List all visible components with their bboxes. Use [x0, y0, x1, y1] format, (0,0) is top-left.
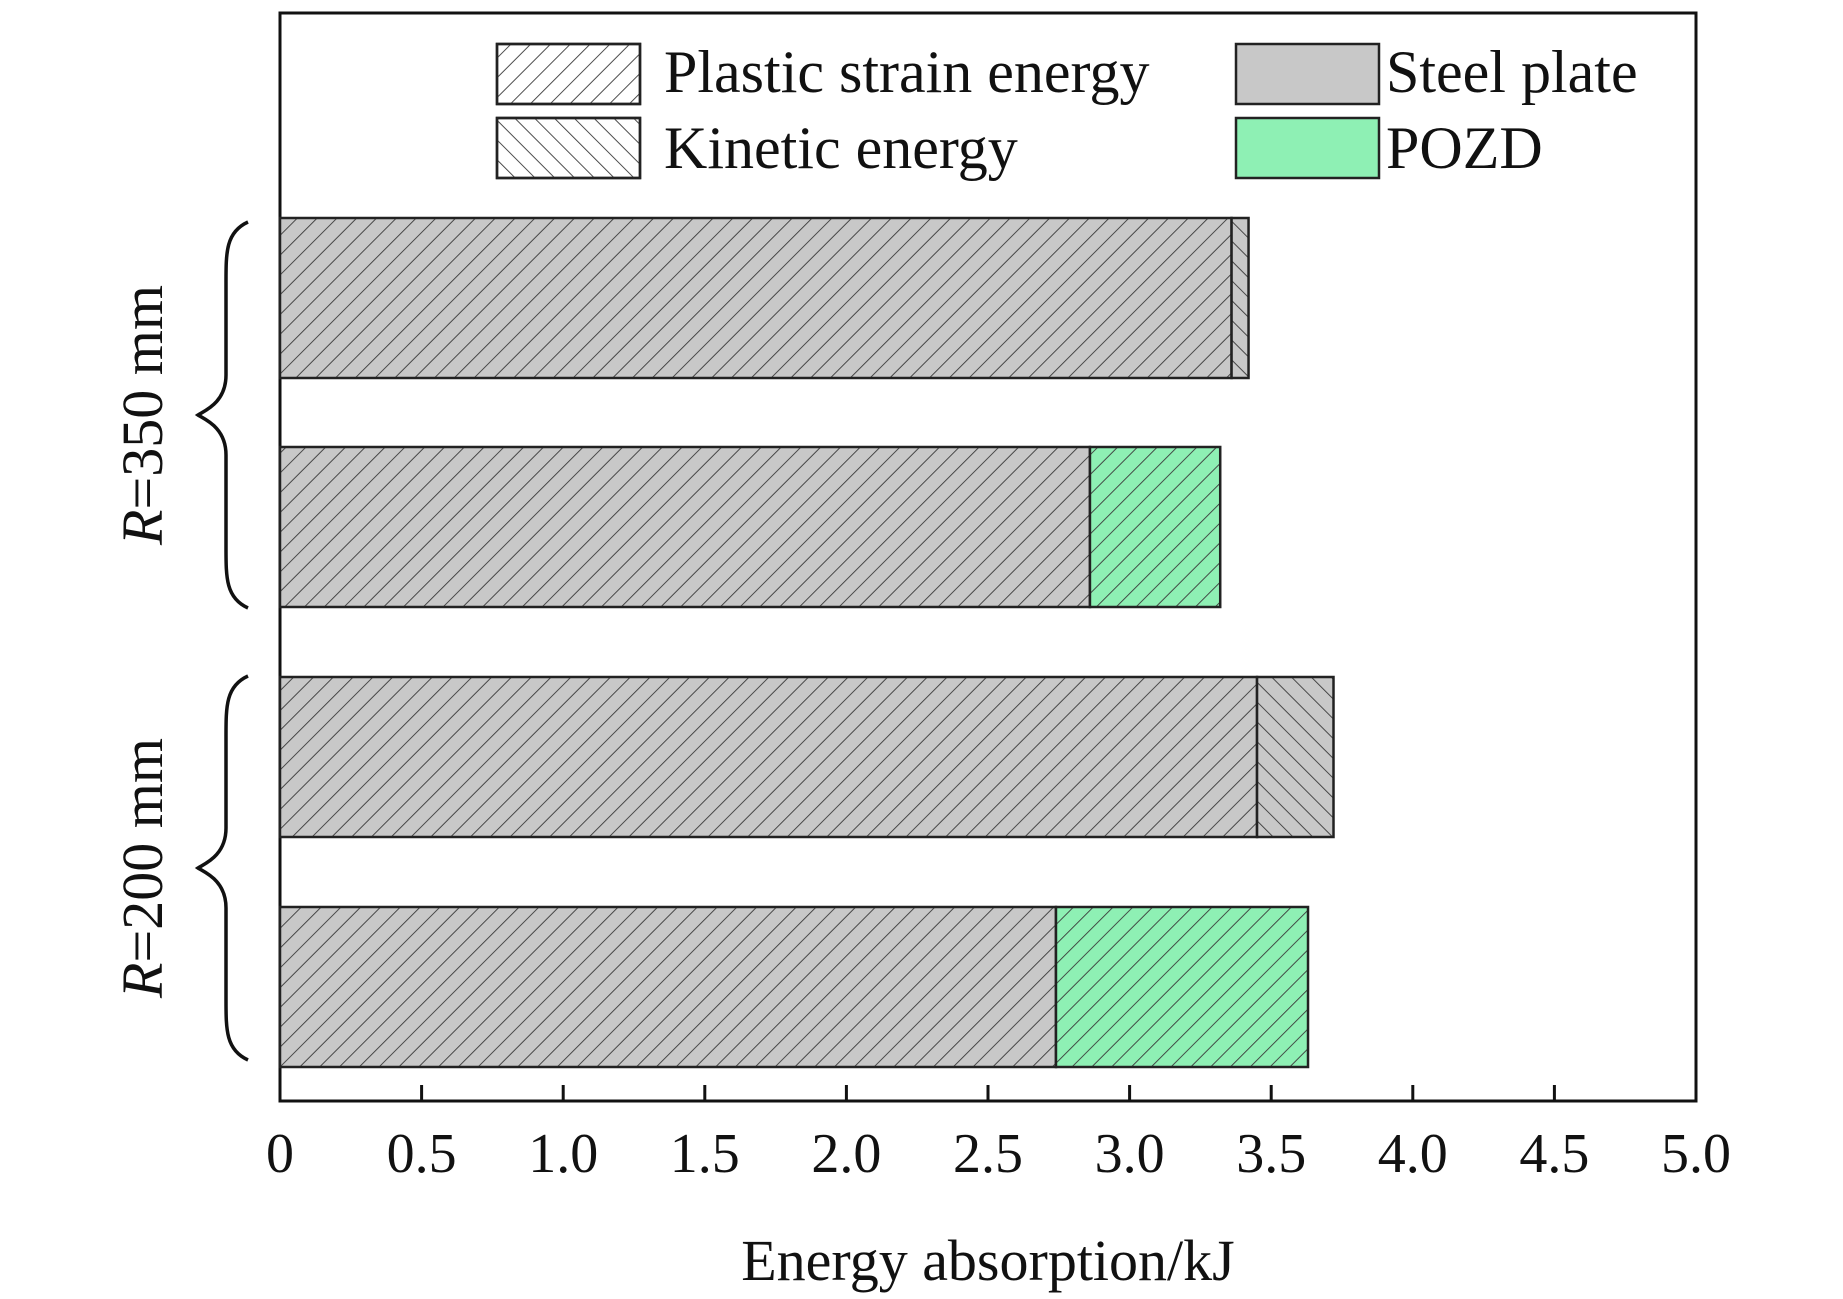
legend: Plastic strain energy Steel plate Kinetic …	[495, 39, 1638, 181]
legend-entry: Steel plate	[1234, 39, 1638, 106]
bar-segment-hatch	[1088, 445, 1222, 609]
legend-entry: Plastic strain energy	[495, 39, 1149, 106]
legend-swatch	[1234, 116, 1381, 180]
group-label: R=200 mm	[110, 674, 249, 1062]
x-tick-label: 2.0	[811, 1123, 881, 1185]
group-label-suffix: =350 mm	[110, 285, 175, 509]
bar-segment	[1088, 445, 1222, 609]
group-label-text: R=350 mm	[110, 285, 175, 546]
bars-layer	[278, 216, 1335, 1069]
legend-swatch-hatch	[495, 42, 642, 106]
bar-segment-hatch	[278, 216, 1233, 380]
legend-swatch-hatch	[495, 116, 642, 180]
x-tick-label: 5.0	[1661, 1123, 1731, 1185]
bar-segment	[1255, 675, 1335, 839]
group-label-suffix: =200 mm	[110, 738, 175, 962]
group-label-text: R=200 mm	[110, 738, 175, 999]
x-tick-label: 1.0	[528, 1123, 598, 1185]
x-axis-title: Energy absorption/kJ	[741, 1228, 1234, 1293]
bar-segment	[278, 675, 1259, 839]
x-tick-label: 0	[266, 1123, 294, 1185]
group-label: R=350 mm	[110, 220, 249, 610]
x-tick-label: 1.5	[670, 1123, 740, 1185]
bar-segment-hatch	[1054, 905, 1310, 1069]
legend-label: Kinetic energy	[664, 115, 1018, 181]
group-label-prefix: R	[110, 963, 175, 999]
bar-segment-hatch	[278, 445, 1092, 609]
x-tick-label: 2.5	[953, 1123, 1023, 1185]
bar-segment-hatch	[1255, 675, 1335, 839]
legend-entry: POZD	[1234, 115, 1543, 181]
bar-segment	[1054, 905, 1310, 1069]
legend-entry: Kinetic energy	[495, 115, 1018, 181]
legend-label: Steel plate	[1386, 39, 1638, 105]
legend-label: Plastic strain energy	[664, 39, 1149, 105]
bar-segment-hatch	[1230, 216, 1250, 380]
bar-segment	[1230, 216, 1250, 380]
x-tick-label: 4.5	[1519, 1123, 1589, 1185]
bar-segment-hatch	[278, 905, 1058, 1069]
x-tick-label: 3.0	[1095, 1123, 1165, 1185]
group-labels: R=350 mmR=200 mm	[110, 220, 249, 1062]
group-label-prefix: R	[110, 510, 175, 546]
group-brace	[194, 220, 249, 610]
x-tick-label: 3.5	[1236, 1123, 1306, 1185]
legend-swatch	[1234, 42, 1381, 106]
bar-segment-hatch	[278, 675, 1259, 839]
x-tick-label: 0.5	[387, 1123, 457, 1185]
group-brace	[194, 674, 249, 1062]
bar-segment	[278, 905, 1058, 1069]
bar-segment	[278, 445, 1092, 609]
x-ticks-layer: 0 0.5 1.0 1.5 2.0 2.5 3.0 3.5 4.0 4.5 5.0	[266, 1085, 1731, 1185]
bar-segment	[278, 216, 1233, 380]
legend-label: POZD	[1386, 115, 1543, 181]
x-tick-label: 4.0	[1378, 1123, 1448, 1185]
